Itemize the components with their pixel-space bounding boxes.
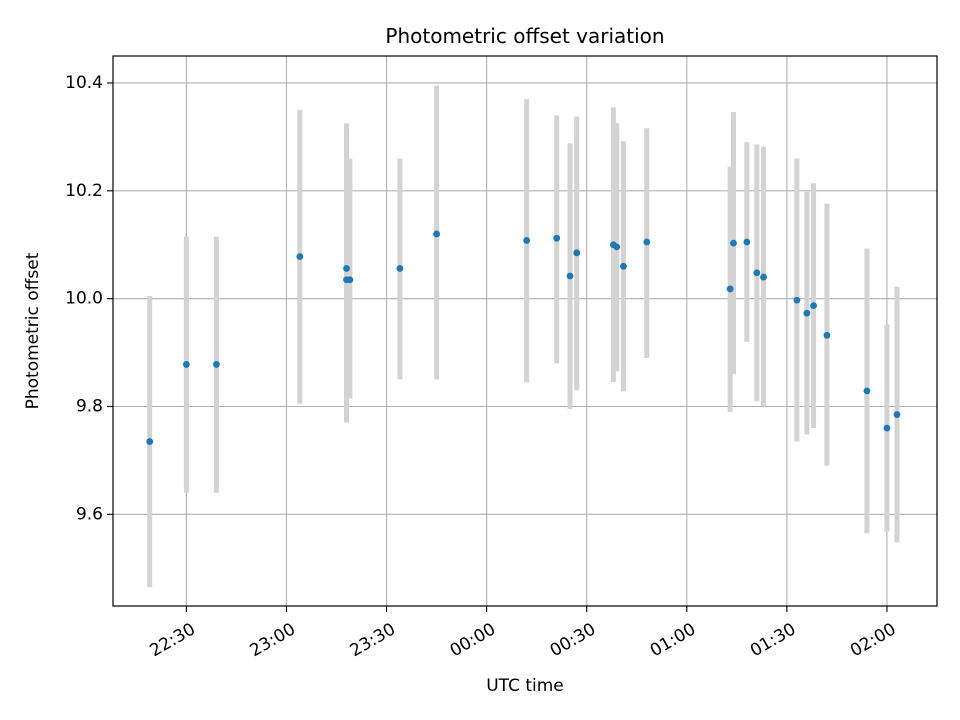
data-points bbox=[146, 230, 901, 445]
data-point bbox=[613, 243, 621, 251]
data-point bbox=[760, 273, 767, 281]
data-point bbox=[523, 237, 531, 244]
y-tick-label: 10.2 bbox=[65, 181, 103, 201]
data-point bbox=[863, 387, 871, 395]
data-point bbox=[346, 276, 354, 284]
data-point bbox=[803, 309, 811, 317]
data-point bbox=[620, 262, 627, 270]
data-point bbox=[810, 302, 817, 310]
data-point bbox=[553, 234, 561, 242]
data-point bbox=[726, 285, 734, 293]
y-tick-label: 10.4 bbox=[65, 73, 103, 93]
data-point bbox=[182, 361, 190, 368]
data-point bbox=[730, 239, 737, 247]
data-point bbox=[396, 265, 404, 272]
plot-frame bbox=[112, 55, 938, 607]
data-point bbox=[893, 411, 901, 418]
y-tick-label: 9.8 bbox=[76, 396, 103, 416]
chart-title: Photometric offset variation bbox=[385, 24, 664, 48]
data-point bbox=[296, 253, 304, 260]
data-point bbox=[753, 269, 761, 277]
data-point bbox=[566, 272, 574, 280]
data-point bbox=[573, 249, 581, 257]
data-point bbox=[343, 265, 350, 272]
x-axis-label: UTC time bbox=[486, 676, 564, 696]
data-point bbox=[883, 424, 891, 432]
data-point bbox=[213, 361, 220, 368]
data-point bbox=[743, 238, 751, 246]
data-point bbox=[146, 438, 154, 445]
y-axis-label: Photometric offset bbox=[23, 252, 43, 409]
data-point bbox=[433, 230, 440, 238]
data-point bbox=[793, 296, 801, 304]
y-axis-ticks: 9.6 9.8 10.0 10.2 10.4 bbox=[65, 73, 113, 524]
data-point bbox=[823, 331, 831, 339]
y-tick-label: 10.0 bbox=[65, 289, 103, 309]
data-point bbox=[643, 238, 651, 246]
y-tick-label: 9.6 bbox=[76, 504, 103, 524]
